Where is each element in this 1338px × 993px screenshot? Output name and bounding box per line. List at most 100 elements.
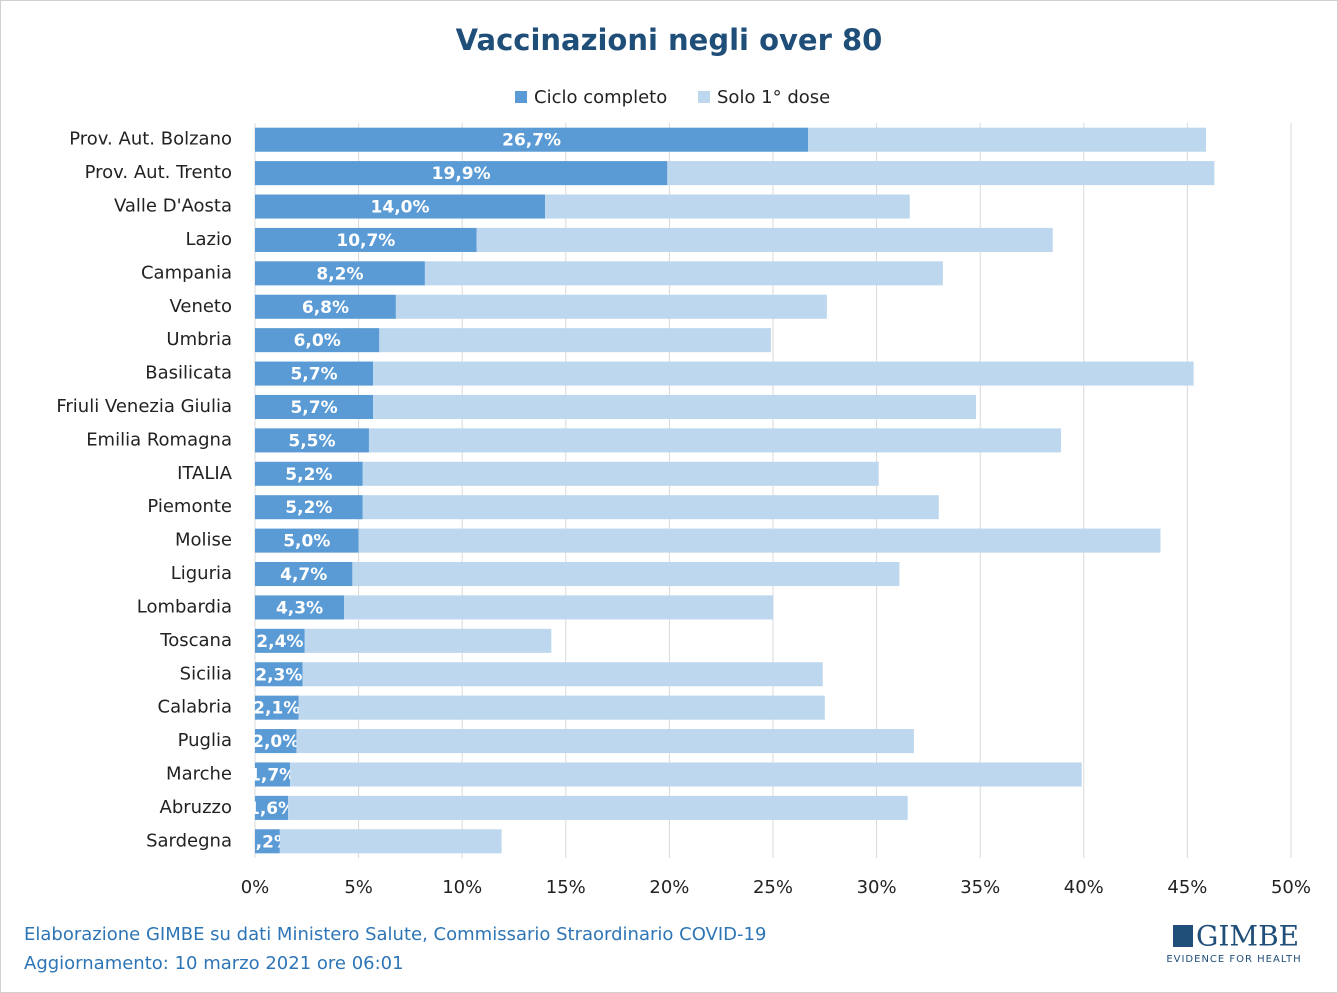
bar-segment — [255, 495, 363, 520]
bar-segment — [255, 528, 359, 553]
bar-segment — [279, 829, 502, 854]
bar-segment — [255, 762, 291, 787]
value-label: 26,7% — [502, 131, 561, 151]
value-label: 5,0% — [283, 532, 330, 552]
y-tick-label: Molise — [175, 530, 232, 551]
bar-segment — [362, 461, 879, 486]
x-tick-label: 5% — [344, 877, 373, 898]
value-label: 5,2% — [285, 498, 332, 518]
y-tick-label: Lazio — [185, 229, 232, 250]
bar-segment — [255, 461, 363, 486]
y-tick-label: Sicilia — [180, 663, 232, 684]
bar-segment — [255, 795, 289, 820]
value-label: 10,7% — [336, 231, 395, 251]
y-tick-label: Lombardia — [137, 596, 232, 617]
y-tick-label: Umbria — [166, 329, 232, 350]
x-tick-label: 0% — [241, 877, 270, 898]
bar-segment — [304, 628, 552, 653]
y-tick-label: Friuli Venezia Giulia — [56, 396, 232, 417]
bar-segment — [255, 294, 396, 319]
value-label: 5,2% — [285, 465, 332, 485]
bar-segment — [298, 695, 825, 720]
bar-segment — [255, 428, 369, 453]
value-label: 2,4% — [256, 632, 303, 652]
bar-segment — [358, 528, 1161, 553]
y-tick-label: Puglia — [178, 730, 232, 751]
x-tick-label: 50% — [1271, 877, 1311, 898]
y-tick-label: Piemonte — [147, 496, 232, 517]
x-tick-label: 30% — [857, 877, 897, 898]
bar-segment — [424, 261, 943, 286]
bar-segment — [362, 495, 939, 520]
bar-segment — [373, 394, 977, 420]
value-label: 1,7% — [249, 765, 296, 785]
x-tick-label: 35% — [960, 877, 1000, 898]
y-tick-label: Valle D'Aosta — [114, 196, 232, 217]
bar-segment — [302, 662, 823, 687]
bar-segment — [255, 628, 305, 653]
bar-segment — [379, 328, 771, 353]
value-label: 2,1% — [253, 699, 300, 719]
x-tick-label: 40% — [1064, 877, 1104, 898]
value-label: 6,8% — [302, 298, 349, 318]
bar-segment — [255, 394, 374, 420]
footer-update: Aggiornamento: 10 marzo 2021 ore 06:01 — [24, 953, 404, 974]
legend-label: Solo 1° dose — [717, 87, 830, 108]
x-tick-label: 15% — [546, 877, 586, 898]
bar-segment — [255, 227, 477, 252]
bar-segment — [344, 595, 773, 620]
value-label: 14,0% — [371, 198, 430, 218]
y-tick-label: Emilia Romagna — [86, 429, 232, 450]
bar-segment — [368, 428, 1062, 453]
legend-marker — [515, 91, 527, 103]
value-label: 1,2% — [244, 832, 291, 852]
logo-icon — [1173, 925, 1193, 947]
value-label: 6,0% — [294, 331, 341, 351]
value-label: 2,3% — [255, 665, 302, 685]
bar-segment — [255, 194, 546, 219]
bar-segment — [255, 662, 303, 687]
plot: 0% 5% 10% 15% 20% 25% 30% 35% 40% 45% 50% Ciclo com… — [56, 87, 1311, 898]
bar-segment — [255, 595, 345, 620]
bar-segment — [288, 795, 908, 820]
y-tick-label: Veneto — [169, 296, 232, 317]
y-tick-label: Toscana — [159, 630, 232, 651]
bar-segment — [255, 127, 809, 152]
bar-segment — [290, 762, 1082, 787]
value-label: 8,2% — [316, 264, 363, 284]
logo-tagline: EVIDENCE FOR HEALTH — [1166, 954, 1301, 965]
y-tick-label: Campania — [141, 262, 232, 283]
value-label: 5,7% — [290, 365, 337, 385]
value-label: 5,7% — [290, 398, 337, 418]
legend-marker — [698, 91, 710, 103]
bar-segment — [255, 328, 380, 353]
bar-segment — [395, 294, 827, 319]
legend-label: Ciclo completo — [534, 87, 667, 108]
bar-segment — [373, 361, 1194, 386]
bar-segment — [545, 194, 910, 219]
bar-segment — [255, 829, 280, 854]
y-tick-label: Marche — [166, 763, 232, 784]
value-label: 4,7% — [280, 565, 327, 585]
chart-title: Vaccinazioni negli over 80 — [456, 23, 883, 57]
x-tick-label: 20% — [649, 877, 689, 898]
bar-segment — [296, 729, 914, 754]
bar-segment — [255, 161, 668, 186]
value-label: 2,0% — [252, 732, 299, 752]
y-tick-label: Sardegna — [146, 830, 232, 851]
y-tick-label: Prov. Aut. Trento — [85, 162, 232, 183]
y-tick-label: Basilicata — [145, 363, 232, 384]
x-tick-label: 45% — [1167, 877, 1207, 898]
value-label: 4,3% — [276, 598, 323, 618]
x-tick-label: 25% — [753, 877, 793, 898]
y-tick-label: Prov. Aut. Bolzano — [69, 129, 232, 150]
bar-segment — [476, 227, 1053, 252]
y-tick-label: Abruzzo — [160, 797, 232, 818]
x-tick-label: 10% — [442, 877, 482, 898]
bar-segment — [255, 261, 425, 286]
bar-segment — [255, 561, 353, 587]
bar-segment — [255, 361, 374, 386]
bar-segment — [808, 127, 1207, 152]
y-tick-label: Liguria — [171, 563, 232, 584]
